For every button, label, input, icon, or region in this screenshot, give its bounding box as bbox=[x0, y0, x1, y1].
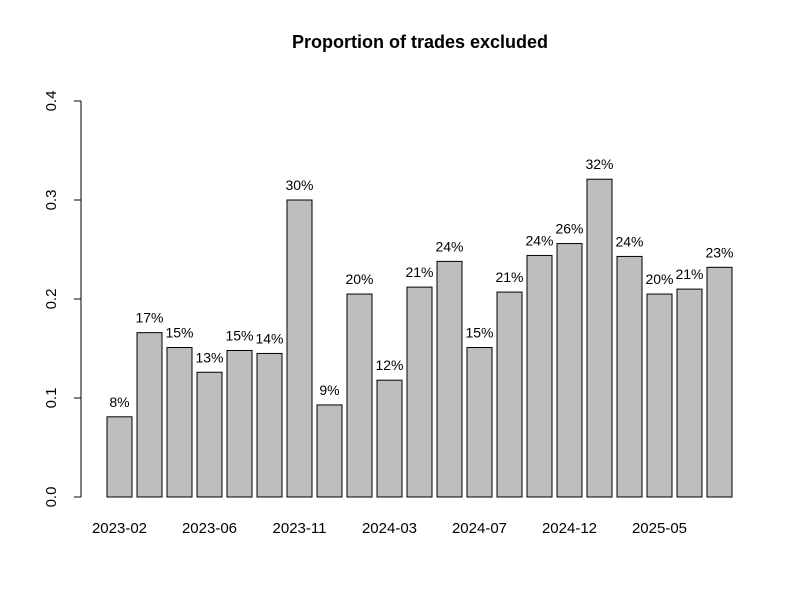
bar-data-label: 30% bbox=[285, 177, 313, 193]
bar-data-label: 24% bbox=[525, 232, 553, 248]
bar bbox=[166, 347, 193, 498]
bar-data-label: 15% bbox=[225, 327, 253, 343]
x-tick-label: 2023-11 bbox=[273, 520, 327, 537]
x-tick-label: 2023-02 bbox=[92, 520, 147, 537]
bar bbox=[526, 254, 553, 498]
bar-data-label: 21% bbox=[495, 269, 523, 285]
y-axis: 0.0 0.1 0.2 0.3 0.4 bbox=[43, 91, 82, 508]
bar bbox=[466, 347, 493, 498]
y-tick-label: 0.2 bbox=[43, 289, 60, 310]
bar-data-label: 24% bbox=[615, 233, 643, 249]
x-tick-label: 2024-03 bbox=[362, 520, 417, 537]
bar bbox=[316, 404, 343, 498]
bar bbox=[196, 371, 223, 498]
bar bbox=[226, 349, 253, 498]
bar-data-label: 15% bbox=[465, 325, 493, 341]
bar-data-label: 13% bbox=[195, 349, 223, 365]
bar bbox=[496, 291, 523, 498]
bar bbox=[706, 266, 733, 498]
x-tick-label: 2025-05 bbox=[632, 520, 687, 537]
bar bbox=[436, 260, 463, 498]
y-tick-label: 0.1 bbox=[43, 388, 60, 409]
bar-data-label: 32% bbox=[585, 156, 613, 172]
bar bbox=[346, 293, 373, 498]
bar bbox=[136, 332, 163, 498]
bar-data-label: 12% bbox=[375, 357, 403, 373]
y-tick-label: 0.0 bbox=[43, 487, 60, 508]
chart-title: Proportion of trades excluded bbox=[292, 32, 548, 52]
bar bbox=[616, 255, 643, 498]
bar-data-label: 24% bbox=[435, 238, 463, 254]
bar-data-label: 26% bbox=[555, 221, 583, 237]
bar bbox=[256, 352, 283, 498]
bars-group bbox=[106, 178, 733, 498]
bar bbox=[406, 286, 433, 498]
bar bbox=[106, 416, 133, 498]
bar-data-label: 20% bbox=[645, 271, 673, 287]
bar-data-label: 15% bbox=[165, 325, 193, 341]
bar bbox=[646, 293, 673, 498]
y-tick-label: 0.3 bbox=[43, 190, 60, 211]
bar-data-label: 20% bbox=[345, 271, 373, 287]
y-tick-label: 0.4 bbox=[43, 91, 60, 112]
bar bbox=[286, 199, 313, 498]
bar-data-label: 14% bbox=[255, 330, 283, 346]
bar-data-label: 23% bbox=[705, 244, 733, 260]
bar-data-label: 21% bbox=[675, 266, 703, 282]
bar-data-label: 21% bbox=[405, 264, 433, 280]
bar-data-label: 17% bbox=[135, 310, 163, 326]
bar bbox=[556, 243, 583, 498]
x-tick-label: 2024-12 bbox=[542, 520, 597, 537]
x-tick-label: 2024-07 bbox=[452, 520, 507, 537]
bar bbox=[676, 288, 703, 498]
bar-data-label: 9% bbox=[319, 382, 339, 398]
x-tick-label: 2023-06 bbox=[182, 520, 237, 537]
bar-data-label: 8% bbox=[109, 394, 129, 410]
bar-labels-group: 8%17%15%13%15% 14%30%9%20%12%21%24%15%21%… bbox=[109, 156, 733, 410]
bar bbox=[586, 178, 613, 498]
bar bbox=[376, 379, 403, 498]
x-tick-labels-group: 2023-02 2023-06 2023-11 2024-03 2024-07 2024-… bbox=[92, 520, 687, 537]
